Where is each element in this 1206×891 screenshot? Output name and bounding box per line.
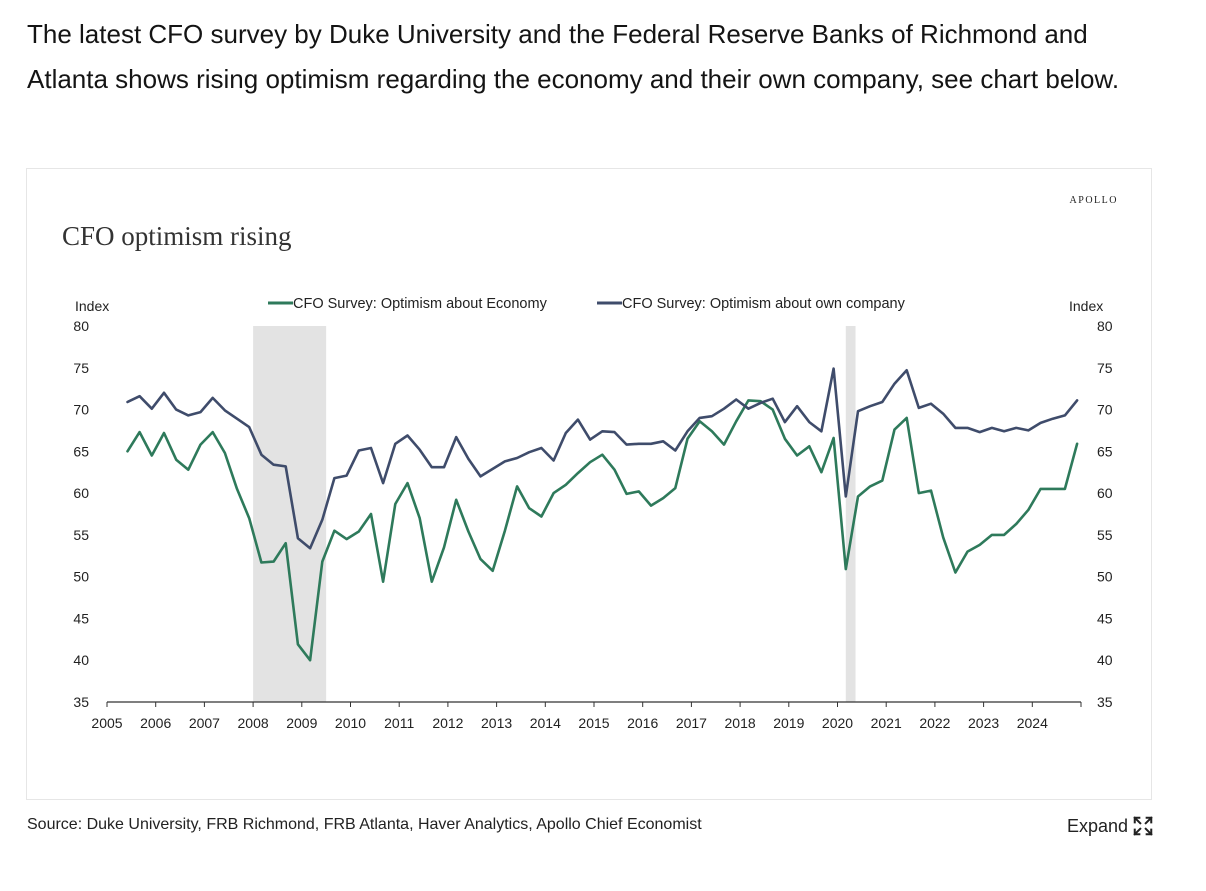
y-left-tick-label-40: 40	[73, 652, 89, 668]
y-left-tick-label-80: 80	[73, 318, 89, 334]
x-tick-label-2008: 2008	[238, 715, 269, 731]
series-line-0	[126, 399, 1079, 662]
chart-title: CFO optimism rising	[62, 221, 292, 251]
x-tick-label-2023: 2023	[968, 715, 999, 731]
x-tick-label-2009: 2009	[286, 715, 317, 731]
y-left-axis-label: Index	[75, 298, 109, 314]
y-left-tick-label-70: 70	[73, 402, 89, 418]
legend-label-0: CFO Survey: Optimism about Economy	[293, 296, 548, 312]
x-tick-label-2014: 2014	[530, 715, 561, 731]
x-tick-label-2019: 2019	[773, 715, 804, 731]
y-left-tick-label-75: 75	[73, 360, 89, 376]
y-left-tick-label-65: 65	[73, 443, 89, 459]
x-tick-label-2015: 2015	[578, 715, 609, 731]
expand-label: Expand	[1066, 815, 1128, 836]
y-right-tick-label-50: 50	[1097, 569, 1113, 585]
x-tick-label-2005: 2005	[91, 715, 122, 731]
x-tick-label-2013: 2013	[481, 715, 512, 731]
recession-band-0	[253, 326, 327, 702]
y-right-tick-label-70: 70	[1097, 402, 1113, 418]
y-left-tick-label-50: 50	[73, 569, 89, 585]
y-right-tick-label-40: 40	[1097, 652, 1113, 668]
x-tick-label-2024: 2024	[1017, 715, 1048, 731]
x-tick-label-2021: 2021	[871, 715, 902, 731]
expand-arrows-icon	[1133, 816, 1153, 836]
y-right-tick-label-45: 45	[1097, 610, 1113, 626]
y-right-axis-label: Index	[1069, 298, 1103, 314]
x-tick-label-2012: 2012	[432, 715, 463, 731]
y-right-tick-label-65: 65	[1097, 443, 1113, 459]
x-tick-label-2006: 2006	[140, 715, 171, 731]
x-tick-label-2010: 2010	[335, 715, 366, 731]
x-tick-label-2016: 2016	[627, 715, 658, 731]
y-right-tick-label-80: 80	[1097, 318, 1113, 334]
x-tick-label-2017: 2017	[676, 715, 707, 731]
x-tick-label-2018: 2018	[725, 715, 756, 731]
x-tick-label-2022: 2022	[919, 715, 950, 731]
y-left-tick-label-35: 35	[73, 694, 89, 710]
chart-plot: 2005 2006 2007 2008 2009 2010 2011 2012 2013 2014…	[73, 296, 1113, 731]
source-note: Source: Duke University, FRB Richmond, F…	[27, 816, 702, 833]
x-tick-label-2007: 2007	[189, 715, 220, 731]
x-tick-label-2011: 2011	[384, 715, 414, 731]
intro-paragraph: The latest CFO survey by Duke University…	[27, 19, 1120, 94]
expand-button[interactable]: Expand	[1067, 815, 1154, 837]
y-right-tick-label-75: 75	[1097, 360, 1113, 376]
y-right-tick-label-55: 55	[1097, 527, 1113, 543]
x-tick-label-2020: 2020	[822, 715, 853, 731]
y-left-tick-label-45: 45	[73, 610, 89, 626]
legend-label-1: CFO Survey: Optimism about own company	[622, 296, 906, 312]
recession-band-1	[845, 326, 856, 702]
y-right-tick-label-60: 60	[1097, 485, 1113, 501]
series-line-1	[126, 367, 1079, 550]
y-right-tick-label-35: 35	[1097, 694, 1113, 710]
y-left-tick-label-55: 55	[73, 527, 89, 543]
brand-logo: APOLLO	[1069, 195, 1118, 206]
chart-card: APOLLO CFO optimism rising 2005 2006 2007 2…	[26, 168, 1152, 800]
y-left-tick-label-60: 60	[73, 485, 89, 501]
